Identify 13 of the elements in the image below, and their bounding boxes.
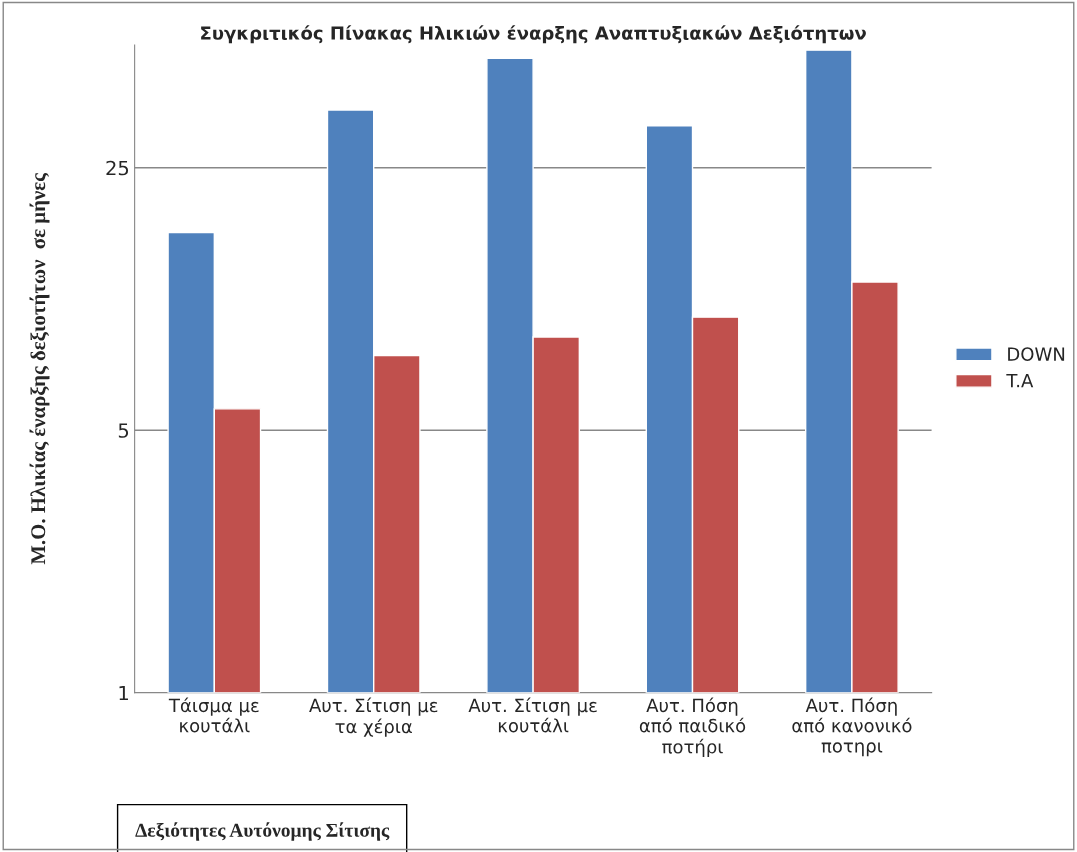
- y-tick-label: 25: [106, 160, 129, 176]
- x-tick-label: Αυτ. Σίτιση με κουτάλι: [468, 697, 597, 733]
- y-axis-title: Μ.Ο. Ηλικίας έναρξης δεξιοτήτων σε μήνες: [29, 172, 50, 565]
- y-tick-label: 5: [118, 423, 129, 438]
- x-tick-label: Αυτ. Σίτιση με τα χέρια: [309, 697, 438, 737]
- x-axis-title: Δεξιότητες Αυτόνομης Σίτισης: [135, 822, 390, 841]
- x-tick-label: Τάισμα με κουτάλι: [168, 697, 259, 733]
- x-tick-label: Αυτ. Πόση από παιδικό ποτήρι: [639, 697, 746, 758]
- legend-label: T.A: [1006, 373, 1034, 388]
- chart-title: Συγκριτικός Πίνακας Ηλικιών έναρξης Αναπτυξιακών Δεξιότητων: [201, 25, 866, 44]
- legend-label: DOWN: [1008, 347, 1065, 361]
- y-tick-label: 1: [119, 685, 128, 701]
- x-tick-label: Αυτ. Πόση από κανονικό ποτηρι: [792, 697, 912, 757]
